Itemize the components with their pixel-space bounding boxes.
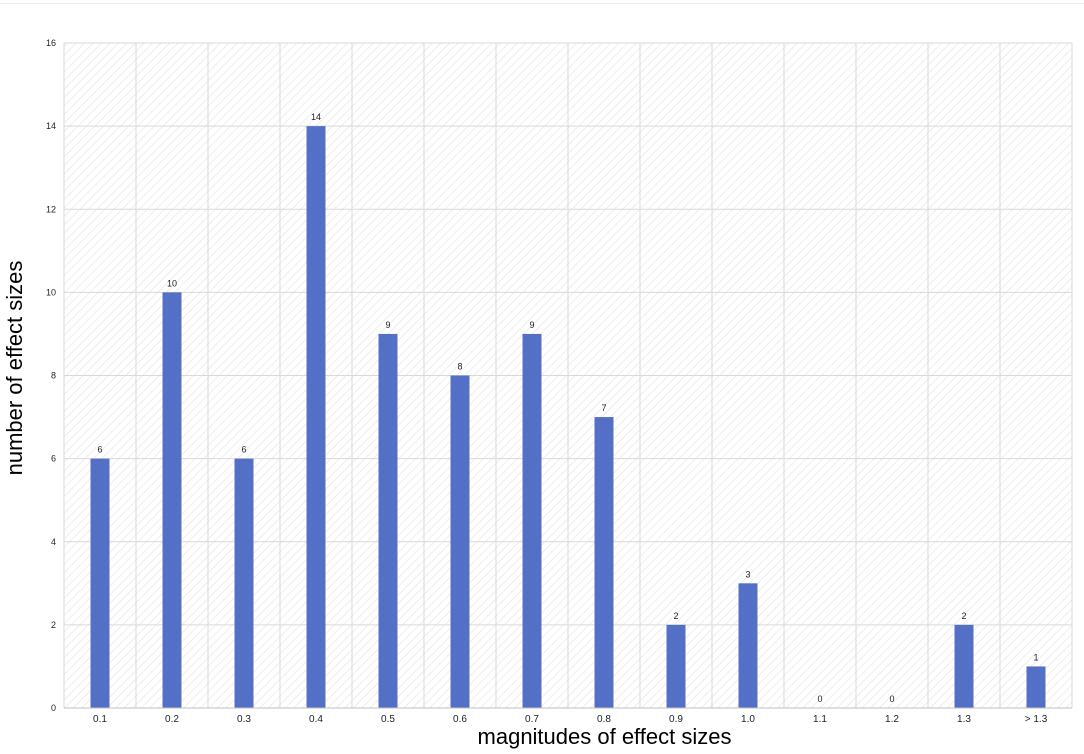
y-tick-label: 14 [46, 121, 56, 131]
x-tick-label: 0.9 [669, 714, 683, 725]
bar [306, 126, 326, 708]
y-tick-label: 10 [46, 287, 56, 297]
bar [162, 292, 182, 708]
data-label: 7 [601, 403, 606, 413]
x-tick-label: > 1.3 [1025, 714, 1048, 725]
x-tick-label: 1.1 [813, 714, 827, 725]
x-tick-label: 1.3 [957, 714, 971, 725]
bar [234, 458, 254, 708]
bar [954, 624, 974, 708]
horizontal-gridlines [64, 42, 1072, 626]
data-label: 0 [889, 694, 894, 704]
y-tick-label: 2 [51, 620, 56, 630]
y-tick-label: 12 [46, 204, 56, 214]
y-tick-label: 16 [46, 38, 56, 48]
bar [378, 333, 398, 708]
x-tick-label: 1.0 [741, 714, 755, 725]
y-tick-label: 0 [51, 703, 56, 713]
data-labels: 6 10 6 14 9 8 9 7 2 3 0 0 2 1 [97, 112, 1038, 704]
y-tick-labels: 0 2 4 6 8 10 12 14 16 [46, 38, 56, 713]
x-tick-label: 0.2 [165, 714, 179, 725]
data-label: 6 [97, 445, 102, 455]
data-label: 2 [961, 611, 966, 621]
x-tick-label: 0.8 [597, 714, 611, 725]
x-tick-label: 0.6 [453, 714, 467, 725]
y-axis-label-text: number of effect sizes [2, 260, 27, 476]
bar [90, 458, 110, 708]
bar [738, 583, 758, 708]
x-tick-labels: 0.1 0.2 0.3 0.4 0.5 0.6 0.7 0.8 0.9 1.0 1.1 1.2 1.3 >… [93, 714, 1048, 725]
data-label: 6 [241, 445, 246, 455]
y-tick-label: 6 [51, 454, 56, 464]
data-label: 10 [167, 278, 177, 288]
data-label: 8 [457, 362, 462, 372]
x-axis-label: magnitudes of effect sizes [477, 724, 732, 749]
data-label: 2 [673, 611, 678, 621]
data-label: 3 [745, 569, 750, 579]
x-tick-label: 0.7 [525, 714, 539, 725]
top-rule [0, 3, 1084, 4]
data-label: 9 [529, 320, 534, 330]
data-label: 9 [385, 320, 390, 330]
x-tick-label: 0.1 [93, 714, 107, 725]
data-label: 1 [1033, 652, 1038, 662]
bar [450, 375, 470, 708]
bar [666, 624, 686, 708]
y-axis-label: number of effect sizes [0, 0, 30, 754]
x-tick-label: 0.3 [237, 714, 251, 725]
bar [1026, 666, 1046, 708]
bar [594, 417, 614, 708]
data-label: 14 [311, 112, 321, 122]
x-tick-label: 0.4 [309, 714, 323, 725]
x-tick-label: 0.5 [381, 714, 395, 725]
y-tick-label: 8 [51, 371, 56, 381]
data-label: 0 [817, 694, 822, 704]
bar [522, 333, 542, 708]
x-tick-label: 1.2 [885, 714, 899, 725]
bars [90, 126, 1046, 708]
y-tick-label: 4 [51, 537, 56, 547]
